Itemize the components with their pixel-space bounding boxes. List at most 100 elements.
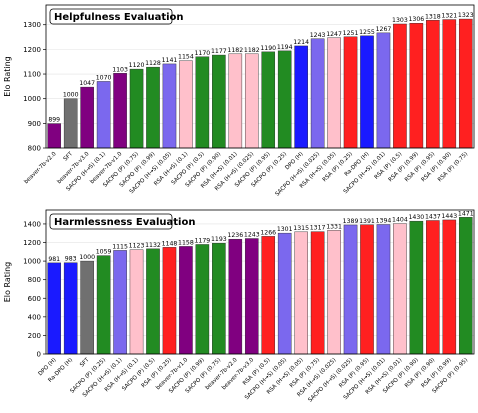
value-label: 1190 [260,45,276,52]
x-tick-label: SFT [79,357,91,369]
value-label: 1000 [63,92,79,99]
bar [195,244,210,355]
bar [327,230,341,355]
x-tick-label: RSA (P) (0.75) [437,151,469,183]
bar [80,260,94,355]
bar [146,248,160,355]
y-tick-label: 800 [28,276,41,284]
y-tick-label: 1400 [23,220,41,228]
bar [129,249,144,355]
bar [244,238,259,355]
value-label: 1179 [195,237,211,244]
value-label: 1404 [392,217,408,224]
value-label: 1115 [112,243,128,250]
value-label: 1123 [129,243,145,250]
bar [179,246,193,355]
bar [458,217,473,355]
value-label: 1193 [211,236,227,243]
bar [442,19,457,149]
bar [277,50,292,149]
value-label: 1443 [441,213,457,220]
bar [195,56,210,149]
bar [426,20,440,149]
value-label: 1154 [178,54,194,61]
value-label: 1247 [326,31,342,38]
value-label: 1255 [359,29,375,36]
bar [162,247,177,355]
value-label: 1315 [293,225,309,232]
bar [409,23,424,149]
value-label: 1236 [227,232,243,239]
bar [212,242,226,355]
value-label: 983 [65,256,77,263]
bar [343,36,358,149]
value-label: 1391 [359,218,375,225]
bar [47,123,62,149]
x-tick-label: SFT [63,151,75,163]
value-label: 1251 [343,30,359,37]
y-tick-label: 1000 [23,95,41,103]
bar [96,81,111,149]
value-label: 1267 [376,26,392,33]
bar [426,220,440,355]
bar [310,38,325,149]
bar [96,255,111,355]
y-axis-label: Elo Rating [3,56,12,97]
value-label: 1321 [441,13,457,20]
value-label: 1194 [277,44,293,51]
bar [261,51,276,149]
bar [409,220,424,355]
bar [261,236,276,355]
value-label: 1148 [162,240,178,247]
value-label: 1177 [211,48,227,55]
y-tick-label: 1100 [23,71,41,79]
value-label: 1394 [376,217,392,224]
bar [294,231,308,355]
title-box [49,8,173,25]
bar [327,37,341,149]
bar [360,35,374,149]
y-tick-label: 1200 [23,239,41,247]
bar [113,73,127,149]
y-tick-label: 1000 [23,258,41,266]
bar [376,32,391,149]
bar [393,223,407,355]
value-label: 1182 [227,47,243,54]
value-label: 1430 [409,214,425,221]
bar [179,60,193,149]
value-label: 1141 [162,57,178,64]
axes-frame [45,4,475,149]
value-label: 1103 [112,66,128,73]
y-tick-label: 0 [37,351,41,359]
bar [162,63,177,149]
value-label: 1000 [79,254,95,261]
axes-frame [45,209,475,355]
value-label: 1070 [96,74,112,81]
value-label: 1182 [244,47,260,54]
value-label: 1214 [293,39,309,46]
bar [129,68,144,149]
value-label: 1059 [96,249,112,256]
value-label: 1306 [409,16,425,23]
title-box [49,213,173,230]
bar [360,224,374,355]
y-tick-label: 900 [28,120,41,128]
chart-title: Helpfulness Evaluation [54,12,184,23]
value-label: 899 [48,117,60,124]
value-label: 1132 [145,242,161,249]
value-label: 1301 [277,226,293,233]
bar [458,18,473,149]
value-label: 1437 [425,213,441,220]
bar [442,219,457,355]
chart-title: Harmlessness Evaluation [54,217,195,228]
value-label: 981 [48,256,60,263]
value-label: 1158 [178,239,194,246]
y-axis-label: Elo Rating [3,262,12,303]
value-label: 1047 [79,80,95,87]
bar [212,54,226,149]
subplot: 800 900 1000 1100 1200 1300 899 beaver-7b-v2.0 1… [3,4,475,198]
value-label: 1317 [310,225,326,232]
bar [228,238,243,355]
